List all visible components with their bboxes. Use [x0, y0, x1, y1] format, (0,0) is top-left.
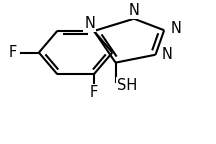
- Text: F: F: [8, 45, 17, 60]
- Text: N: N: [162, 47, 173, 62]
- Text: N: N: [84, 16, 95, 31]
- Text: SH: SH: [117, 78, 138, 93]
- Text: N: N: [129, 3, 139, 18]
- Text: N: N: [171, 21, 181, 36]
- Text: F: F: [90, 85, 98, 100]
